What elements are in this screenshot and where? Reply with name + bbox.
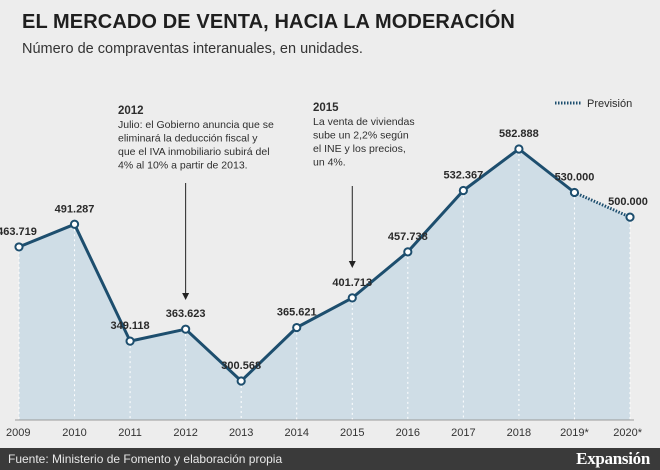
footer-bar: Fuente: Ministerio de Fomento y elaborac… (0, 448, 660, 470)
annotation-line-2012-3: que el IVA inmobiliario subirá del (118, 146, 270, 158)
data-label-2012: 363.623 (166, 308, 206, 320)
source-note: Fuente: Ministerio de Fomento y elaborac… (8, 452, 283, 466)
chart-title: EL MERCADO DE VENTA, HACIA LA MODERACIÓN (22, 11, 515, 33)
x-tick-label-2015: 2015 (340, 427, 364, 439)
x-tick-label-2012: 2012 (173, 427, 197, 439)
annotation-line-2015-4: un 4%. (313, 157, 346, 169)
x-tick-label-2016: 2016 (396, 427, 420, 439)
x-tick-label-2017: 2017 (451, 427, 475, 439)
x-tick-label-2014: 2014 (284, 427, 308, 439)
data-point-2018 (514, 144, 524, 154)
data-point-2020 (625, 212, 635, 222)
annotation-heading-2012: 2012 (118, 105, 144, 117)
data-label-2014: 365.621 (277, 307, 317, 319)
x-tick-label-2018: 2018 (507, 427, 531, 439)
data-point-2014 (292, 322, 302, 333)
annotation-line-2012-4: 4% al 10% a partir de 2013. (118, 160, 248, 172)
data-point-2013 (236, 376, 246, 386)
data-point-2019 (569, 187, 580, 198)
annotation-line-2012-1: Julio: el Gobierno anuncia que se (118, 119, 274, 131)
annotation-arrowhead-2012 (182, 293, 190, 300)
data-point-2012 (181, 324, 191, 334)
data-label-2016: 457.738 (388, 231, 428, 243)
area-fill (19, 149, 630, 420)
data-label-2011: 349.118 (111, 320, 150, 332)
data-label-2009: 463.719 (0, 226, 37, 238)
annotation-heading-2015: 2015 (313, 102, 339, 114)
data-point-2011 (125, 336, 135, 346)
data-point-2010 (69, 219, 80, 229)
data-point-2017 (458, 185, 468, 196)
x-tick-label-2019: 2019* (560, 427, 589, 439)
annotation-line-2015-3: el INE y los precios, (313, 143, 406, 155)
brand-logo: Expansión (576, 449, 650, 468)
series-line-forecast (573, 191, 631, 219)
data-label-2018: 582.888 (499, 128, 539, 140)
annotation-line-2015-1: La venta de viviendas (313, 116, 415, 128)
data-label-2019: 530.000 (555, 171, 595, 183)
chart-subtitle: Número de compraventas interanuales, en … (22, 41, 363, 57)
data-point-2009 (14, 242, 24, 252)
annotation-line-2012-2: eliminará la deducción fiscal y (118, 133, 258, 145)
data-label-2020: 500.000 (608, 196, 648, 208)
data-point-2015 (347, 293, 357, 303)
x-tick-label-2011: 2011 (118, 427, 142, 439)
data-label-2013: 300.568 (221, 360, 261, 372)
annotation-arrowhead-2015 (348, 261, 356, 268)
x-tick-label-2010: 2010 (62, 427, 86, 439)
data-label-2015: 401.713 (332, 277, 372, 289)
x-tick-label-2009: 2009 (6, 427, 30, 439)
data-point-2016 (403, 247, 413, 257)
x-tick-label-2020: 2020* (613, 427, 642, 439)
data-label-2010: 491.287 (55, 203, 95, 215)
annotation-line-2015-2: sube un 2,2% según (313, 130, 409, 142)
data-label-2017: 532.367 (443, 170, 483, 182)
x-tick-label-2013: 2013 (229, 427, 253, 439)
legend-label-forecast: Previsión (587, 98, 632, 110)
area-chart: 463.719 491.287 349.118 363.623 300.568 365.6… (0, 98, 648, 439)
